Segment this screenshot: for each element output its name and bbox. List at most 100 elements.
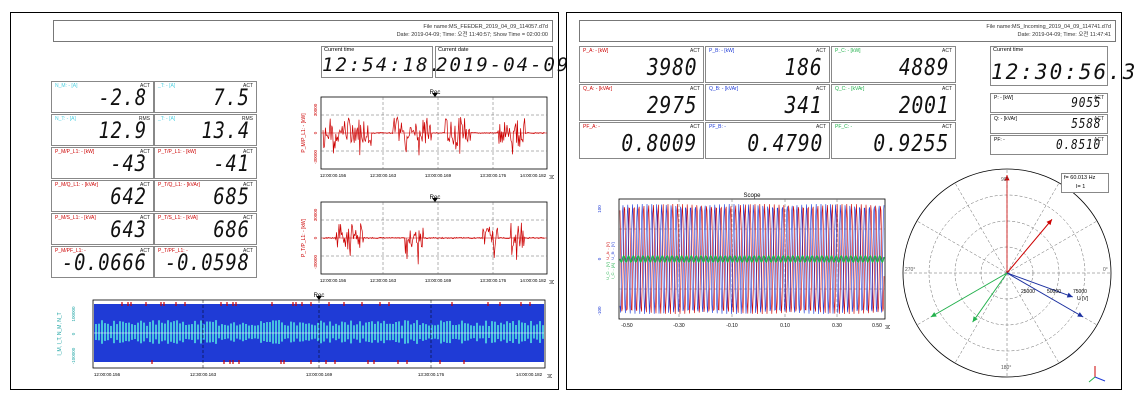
- rec-2-xunit: [s]: [549, 280, 554, 285]
- feeder-meter-2-mode: RMS: [138, 116, 150, 122]
- incoming-meter-2: P_C: - [kW] ACT 4889: [831, 46, 956, 83]
- rec-3-xtick-4: 14:00:00.182: [516, 372, 543, 377]
- incoming-meter-6-value: 0.8009: [621, 131, 697, 157]
- rec-3-xunit: [s]: [547, 374, 552, 379]
- incoming-meter-1-label: P_B: - [kW]: [709, 48, 735, 54]
- rec-1-ytick-1: 0: [313, 131, 318, 134]
- feeder-meter-1: _T: - [A] ACT 7.5: [154, 81, 257, 113]
- phasor-angle-270: 270°: [905, 267, 915, 273]
- rec-3-ylabel: I_M, I_T, N_M, N_T: [57, 312, 63, 355]
- feeder-meter-4: P_M/P_L1: - [kW] ACT -43: [51, 147, 154, 179]
- incoming-meter-2-mode: ACT: [942, 48, 952, 54]
- incoming-current-time: Current time 12:30:56.3: [990, 46, 1134, 86]
- feeder-meter-4-mode: ACT: [140, 149, 150, 155]
- feeder-meter-9: P_T/S_L1: - [kVA] ACT 686: [154, 213, 257, 245]
- scope-xunit: [s]: [885, 325, 890, 330]
- incoming-panel: File name:MS_Incoming_2019_04_09_114741.…: [566, 12, 1134, 390]
- phasor-angle-180: 180°: [1001, 365, 1011, 371]
- incoming-meter-2-label: P_C: - [kW]: [835, 48, 861, 54]
- rec-1-ytick-0: 30000: [313, 103, 318, 116]
- feeder-meter-11-label: P_T/PF_L1: -: [158, 248, 188, 254]
- scope-xtick-0: -0.50: [621, 323, 633, 329]
- feeder-meter-5-label: P_T/P_L1: - [kW]: [158, 149, 197, 155]
- incoming-meter-8-value: 0.9255: [873, 131, 949, 157]
- feeder-meter-6-value: 642: [110, 185, 147, 210]
- incoming-meter-7: PF_B: - ACT 0.4790: [705, 122, 830, 159]
- feeder-current-time: Current time 12:54:18.1: [321, 46, 457, 78]
- feeder-meter-8-mode: ACT: [140, 215, 150, 221]
- feeder-meter-9-value: 686: [213, 218, 250, 243]
- current-time-value: 12:54:18.1: [322, 54, 457, 76]
- rec-1-trace: [322, 116, 545, 156]
- rec-3-xtick-1: 12:30:00.163: [190, 372, 217, 377]
- feeder-meter-0-label: N_M: - [A]: [55, 83, 78, 89]
- incoming-file-name: File name:MS_Incoming_2019_04_09_114741.…: [986, 24, 1111, 30]
- feeder-meter-5-value: -41: [213, 152, 250, 177]
- scope-xtick-3: 0.10: [780, 323, 790, 329]
- scope-xtick-2: -0.10: [726, 323, 738, 329]
- feeder-file-name: File name:MS_FEEDER_2019_04_09_114057.d7…: [423, 24, 548, 30]
- rec-3-ytick-0: 100000: [71, 306, 76, 322]
- incoming-meter-0-mode: ACT: [690, 48, 700, 54]
- incoming-meter-0-label: P_A: - [kW]: [583, 48, 609, 54]
- feeder-meter-5-mode: ACT: [243, 149, 253, 155]
- feeder-meter-2-label: N_T: - [A]: [55, 116, 76, 122]
- feeder-meter-11-value: -0.0598: [165, 251, 250, 276]
- scope-trace-c: [619, 254, 885, 264]
- incoming-meter-0-value: 3980: [646, 55, 697, 81]
- feeder-meter-1-mode: ACT: [243, 83, 253, 89]
- rec-1-xtick-0: 12:00:00.156: [320, 173, 347, 178]
- feeder-meter-9-mode: ACT: [243, 215, 253, 221]
- phasor-scale: I= 1: [1076, 184, 1086, 190]
- incoming-meter-4-label: Q_B: - [kVAr]: [709, 86, 739, 92]
- feeder-meter-11-mode: ACT: [243, 248, 253, 254]
- scope-trace-a: [619, 203, 885, 315]
- rec-2-ytick-1: 0: [313, 236, 318, 239]
- rec-2-xtick-1: 12:30:00.163: [370, 278, 397, 283]
- incoming-meter-7-label: PF_B: -: [709, 124, 726, 130]
- rec-1-ylabel: P_M/P_L1: - [kW]: [301, 113, 307, 153]
- rec-3-band: [94, 296, 544, 368]
- rec-1-xunit: [s]: [549, 175, 554, 180]
- incoming-meter-8-label: PF_C: -: [835, 124, 853, 130]
- incoming-meter-3-value: 2975: [646, 93, 697, 119]
- incoming-meter-8: PF_C: - ACT 0.9255: [831, 122, 956, 159]
- incoming-meter-5-mode: ACT: [942, 86, 952, 92]
- feeder-meter-10-mode: ACT: [140, 248, 150, 254]
- rec-1-xtick-2: 13:00:00.169: [425, 173, 452, 178]
- incoming-total-0-mode: ACT: [1094, 95, 1104, 101]
- scope-chart: Scope 100 0 -100 U_A: - [V] U_B: - [V] U…: [597, 193, 890, 330]
- incoming-meter-6-mode: ACT: [690, 124, 700, 130]
- phasor-i-c: [972, 272, 1008, 323]
- feeder-file-header: File name:MS_FEEDER_2019_04_09_114057.d7…: [53, 20, 553, 42]
- rec-2-ylabel: P_T/P_L1: - [kW]: [301, 218, 307, 257]
- feeder-meter-10-label: P_M/PF_L1: -: [55, 248, 86, 254]
- feeder-meter-1-value: 7.5: [213, 86, 250, 111]
- rec-chart-2: Rec P_T/P_L1: - [kW] 30000 0 -30000 12:0…: [301, 195, 554, 285]
- feeder-file-date: Date: 2019-04-09; Time: 오전 11:40:57; Sho…: [396, 32, 548, 38]
- incoming-total-1: Q: - [kVAr] ACT 5588: [990, 114, 1108, 134]
- incoming-meter-5: Q_C: - [kVAr] ACT 2001: [831, 84, 956, 121]
- incoming-total-0-label: P: - [kW]: [994, 95, 1014, 101]
- incoming-total-2: PF: - ACT 0.8510: [990, 135, 1108, 155]
- feeder-current-date: Current date 2019-04-09: [435, 46, 568, 78]
- incoming-file-date: Date: 2019-04-09; Time: 오전 11:47:41: [1017, 32, 1112, 38]
- phasor-u-c-head: [930, 312, 937, 317]
- rec-2-xtick-2: 13:00:00.169: [425, 278, 452, 283]
- rec-3-xtick-3: 13:30:00.176: [418, 372, 445, 377]
- feeder-meter-0: N_M: - [A] ACT -2.8: [51, 81, 154, 113]
- feeder-meter-5: P_T/P_L1: - [kW] ACT -41: [154, 147, 257, 179]
- feeder-meter-2: N_T: - [A] RMS 12.9: [51, 114, 154, 146]
- incoming-meter-6: PF_A: - ACT 0.8009: [579, 122, 704, 159]
- feeder-meter-1-label: _T: - [A]: [158, 83, 176, 89]
- phasor-u-b-head: [1077, 312, 1084, 317]
- incoming-meter-6-label: PF_A: -: [583, 124, 600, 130]
- rec-3-xtick-2: 13:00:00.169: [306, 372, 333, 377]
- phasor-u-a-head: [1004, 175, 1010, 181]
- scope-title: Scope: [743, 193, 761, 199]
- scope-ylabel-0: U_A: - [V]: [605, 242, 610, 259]
- phasor-ring-1: 25000: [1021, 289, 1035, 295]
- feeder-meter-7-value: 685: [213, 185, 250, 210]
- feeder-meter-10: P_M/PF_L1: - ACT -0.0666: [51, 246, 154, 278]
- scope-ylabel-2: U_C: - [V]: [605, 262, 610, 280]
